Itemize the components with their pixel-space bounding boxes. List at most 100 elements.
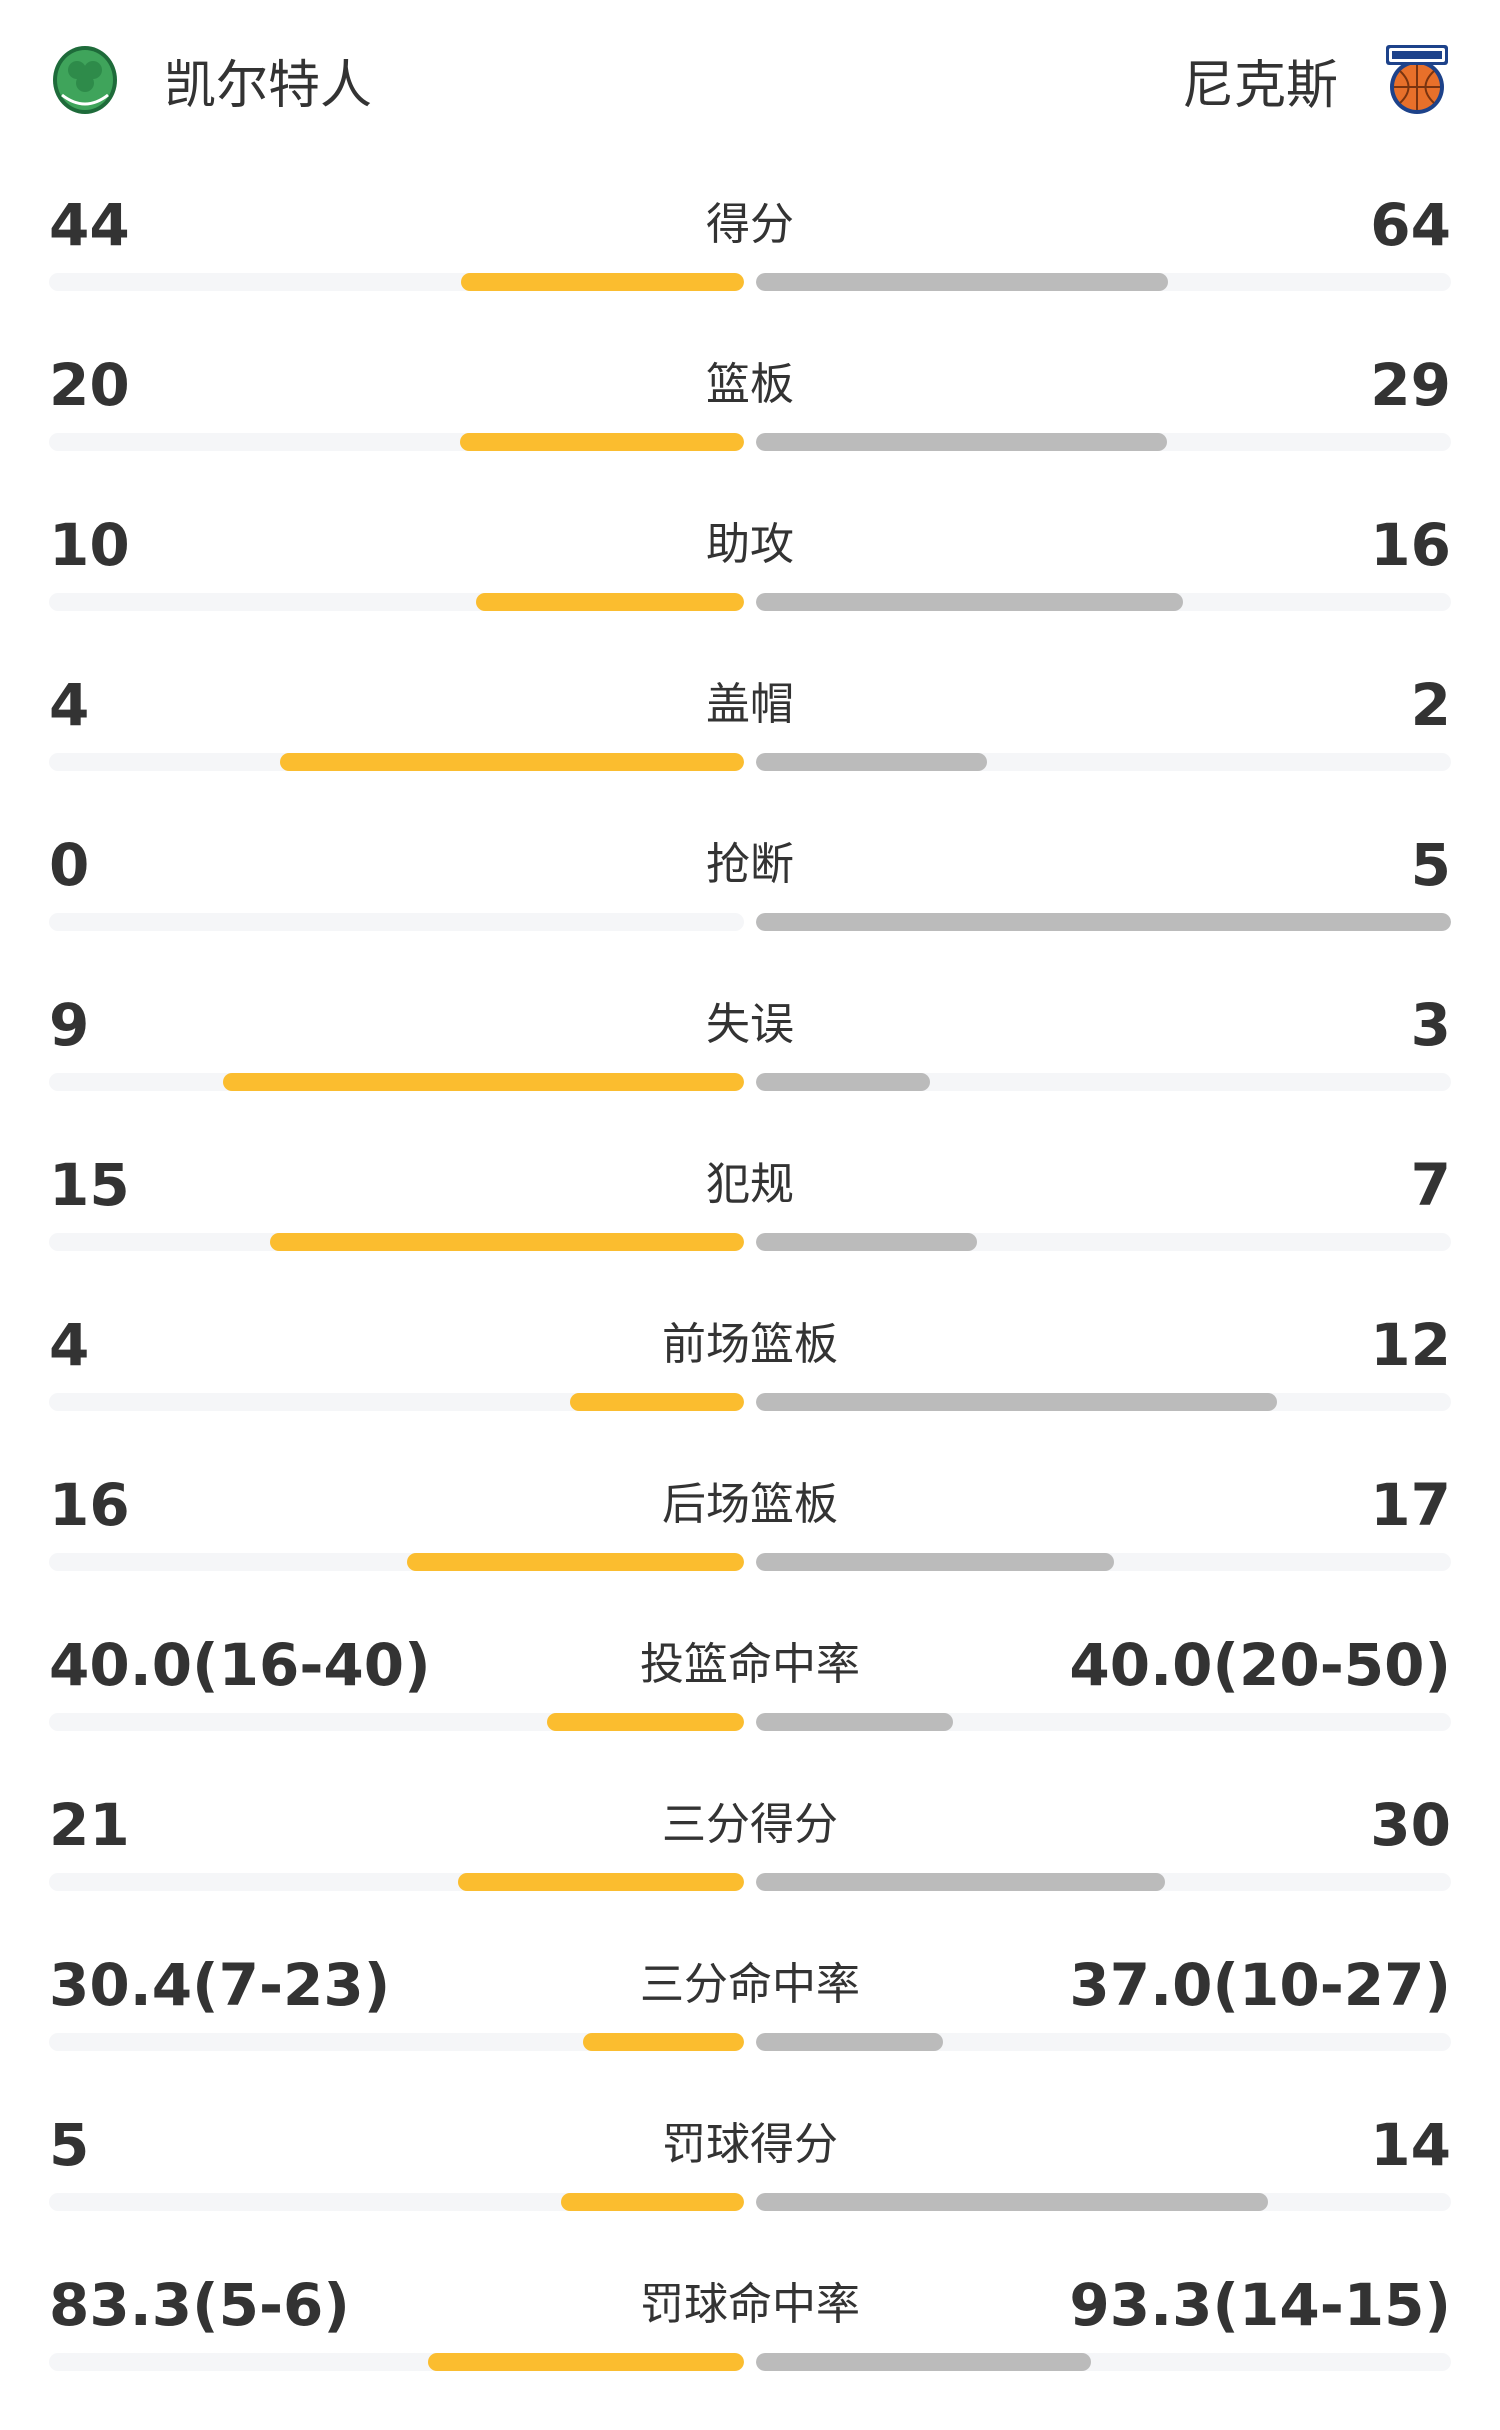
away-bar-track	[756, 1233, 1451, 1251]
home-bar-track	[49, 753, 744, 771]
away-bar-track	[756, 433, 1451, 451]
away-bar-fill	[756, 913, 1451, 931]
away-stat-value: 7	[1410, 1151, 1451, 1219]
stat-comparison-bar	[49, 753, 1451, 771]
away-bar-fill	[756, 1553, 1114, 1571]
home-bar-fill	[280, 753, 744, 771]
away-bar-track	[756, 1393, 1451, 1411]
away-stat-value: 37.0(10-27)	[1069, 1951, 1451, 2019]
home-bar-fill	[460, 433, 744, 451]
home-stat-value: 30.4(7-23)	[49, 1951, 391, 2019]
away-stat-value: 5	[1410, 831, 1451, 899]
stat-row: 5 罚球得分 14	[49, 2110, 1451, 2270]
home-stat-value: 20	[49, 351, 130, 419]
stat-row: 16 后场篮板 17	[49, 1470, 1451, 1630]
stat-comparison-bar	[49, 913, 1451, 931]
away-bar-track	[756, 1873, 1451, 1891]
stat-comparison-bar	[49, 1553, 1451, 1571]
away-bar-fill	[756, 593, 1184, 611]
home-stat-value: 9	[49, 991, 90, 1059]
away-stat-value: 12	[1370, 1311, 1451, 1379]
stat-row: 10 助攻 16	[49, 510, 1451, 670]
away-bar-track	[756, 2033, 1451, 2051]
stat-comparison-bar	[49, 593, 1451, 611]
stat-label: 后场篮板	[662, 1479, 838, 1530]
home-bar-track	[49, 273, 744, 291]
home-stat-value: 5	[49, 2111, 90, 2179]
away-bar-track	[756, 753, 1451, 771]
stat-label: 前场篮板	[662, 1319, 838, 1370]
away-stat-value: 17	[1370, 1471, 1451, 1539]
stat-row: 30.4(7-23) 三分命中率 37.0(10-27)	[49, 1950, 1451, 2110]
away-bar-fill	[756, 1233, 977, 1251]
away-stat-value: 3	[1410, 991, 1451, 1059]
stat-comparison-bar	[49, 1873, 1451, 1891]
knicks-logo-icon	[1386, 45, 1448, 114]
home-bar-track	[49, 1073, 744, 1091]
home-stat-value: 21	[49, 1791, 130, 1859]
stat-label: 罚球命中率	[640, 2279, 860, 2330]
away-bar-fill	[756, 2353, 1091, 2371]
home-bar-track	[49, 433, 744, 451]
stat-row: 9 失误 3	[49, 990, 1451, 1150]
stat-row: 4 盖帽 2	[49, 670, 1451, 830]
stat-label: 投篮命中率	[640, 1639, 860, 1690]
away-stat-value: 29	[1370, 351, 1451, 419]
home-bar-track	[49, 913, 744, 931]
home-bar-track	[49, 2033, 744, 2051]
away-bar-fill	[756, 273, 1169, 291]
stat-label: 三分得分	[662, 1799, 838, 1850]
home-bar-fill	[270, 1233, 744, 1251]
stats-list: 44 得分 64 20 篮板 29 10 助攻 16	[49, 190, 1451, 2430]
home-bar-fill	[583, 2033, 744, 2051]
home-bar-fill	[561, 2193, 744, 2211]
stat-label: 盖帽	[706, 679, 794, 730]
away-bar-track	[756, 273, 1451, 291]
away-bar-track	[756, 1713, 1451, 1731]
stat-row: 20 篮板 29	[49, 350, 1451, 510]
home-stat-value: 4	[49, 1311, 90, 1379]
home-bar-track	[49, 2193, 744, 2211]
stat-label: 失误	[706, 999, 794, 1050]
home-bar-fill	[476, 593, 744, 611]
home-stat-value: 16	[49, 1471, 130, 1539]
home-bar-fill	[546, 1713, 744, 1731]
stat-label: 犯规	[706, 1159, 794, 1210]
away-bar-fill	[756, 1873, 1165, 1891]
away-bar-track	[756, 2353, 1451, 2371]
away-stat-value: 14	[1370, 2111, 1451, 2179]
home-stat-value: 15	[49, 1151, 130, 1219]
stat-comparison-bar	[49, 1713, 1451, 1731]
home-bar-track	[49, 1713, 744, 1731]
stat-comparison-bar	[49, 2353, 1451, 2371]
away-bar-fill	[756, 1073, 930, 1091]
stat-row: 40.0(16-40) 投篮命中率 40.0(20-50)	[49, 1630, 1451, 1790]
stat-row: 21 三分得分 30	[49, 1790, 1451, 1950]
away-bar-track	[756, 913, 1451, 931]
stat-label: 篮板	[706, 359, 794, 410]
stat-comparison-bar	[49, 2033, 1451, 2051]
away-bar-track	[756, 1553, 1451, 1571]
stat-row: 0 抢断 5	[49, 830, 1451, 990]
home-bar-track	[49, 1553, 744, 1571]
home-team[interactable]: 凯尔特人	[50, 40, 372, 120]
home-team-name: 凯尔特人	[164, 55, 373, 116]
home-stat-value: 83.3(5-6)	[49, 2271, 350, 2339]
home-stat-value: 4	[49, 671, 90, 739]
stat-label: 罚球得分	[662, 2119, 838, 2170]
away-bar-track	[756, 1073, 1451, 1091]
away-bar-fill	[756, 1393, 1278, 1411]
home-bar-fill	[570, 1393, 744, 1411]
home-bar-fill	[461, 273, 744, 291]
away-team[interactable]: 尼克斯	[1182, 40, 1452, 120]
stat-comparison-bar	[49, 2193, 1451, 2211]
stat-row: 83.3(5-6) 罚球命中率 93.3(14-15)	[49, 2270, 1451, 2430]
home-bar-fill	[406, 1553, 744, 1571]
home-bar-track	[49, 2353, 744, 2371]
teams-header: 凯尔特人 尼克斯	[0, 40, 1500, 120]
away-stat-value: 16	[1370, 511, 1451, 579]
away-bar-fill	[756, 433, 1168, 451]
stat-comparison-bar	[49, 1393, 1451, 1411]
away-team-name: 尼克斯	[1181, 55, 1338, 116]
stat-comparison-bar	[49, 1233, 1451, 1251]
